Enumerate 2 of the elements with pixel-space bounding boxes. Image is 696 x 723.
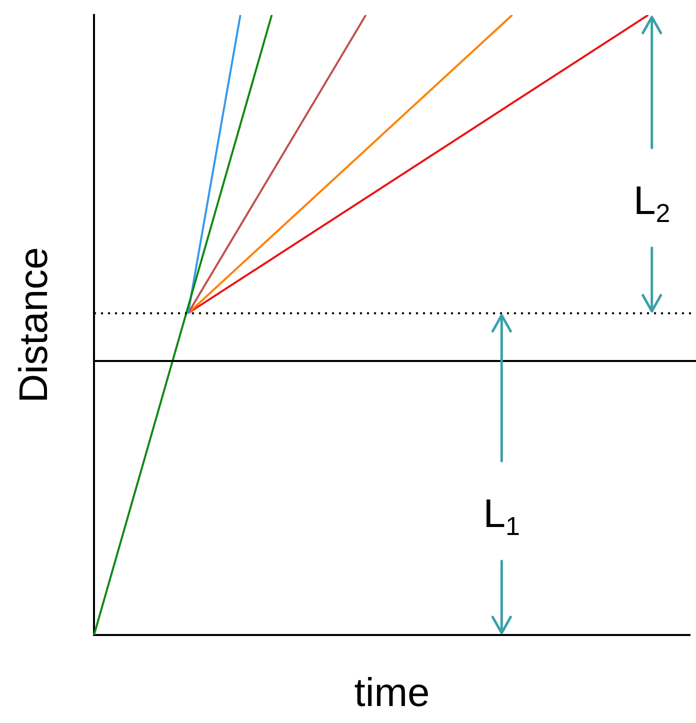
x-axis-title: time [354,671,430,716]
y-axis-title: Distance [12,247,56,403]
